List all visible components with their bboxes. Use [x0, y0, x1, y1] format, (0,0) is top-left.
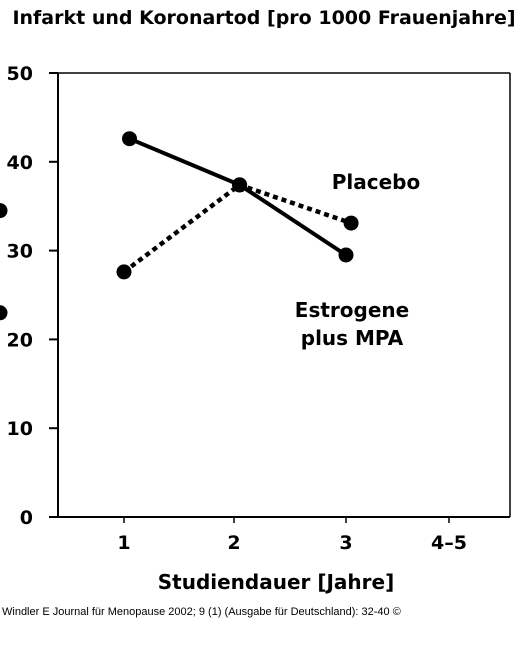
y-tick-label: 10 [7, 418, 33, 440]
citation: Windler E Journal für Menopause 2002; 9 … [2, 606, 401, 618]
x-tick-label: 4–5 [431, 532, 467, 554]
series-line-estrogene-plus-mpa [128, 136, 348, 257]
label-placebo: Placebo [332, 170, 421, 194]
x-axis-label: Studiendauer [Jahre] [158, 570, 395, 594]
label-plus-mpa: plus MPA [301, 326, 404, 350]
data-point-placebo [232, 177, 248, 193]
data-point-estrogene-plus-mpa [338, 247, 354, 263]
y-tick-label: 20 [7, 329, 33, 351]
data-point-placebo [116, 264, 132, 280]
y-tick-label: 50 [7, 63, 33, 85]
data-point-placebo [343, 215, 359, 231]
data-point-placebo [0, 203, 8, 219]
data-point-estrogene-plus-mpa [0, 305, 8, 321]
series-layer [0, 131, 359, 321]
y-tick-label: 40 [7, 152, 33, 174]
y-tick-label: 30 [7, 241, 33, 263]
x-tick-label: 1 [117, 532, 130, 554]
y-axis-ticks: 0 10 20 30 40 50 [7, 63, 58, 529]
x-axis-ticks: 1 2 3 4–5 [117, 517, 467, 554]
y-tick-label: 0 [20, 507, 33, 529]
chart-title: Infarkt und Koronartod [pro 1000 Frauenj… [12, 7, 515, 29]
x-tick-label: 2 [227, 532, 240, 554]
plot-area [57, 72, 511, 518]
label-estrogene: Estrogene [295, 298, 409, 322]
series-line-placebo [122, 182, 352, 274]
data-point-estrogene-plus-mpa [122, 131, 137, 147]
x-tick-label: 3 [339, 532, 352, 554]
